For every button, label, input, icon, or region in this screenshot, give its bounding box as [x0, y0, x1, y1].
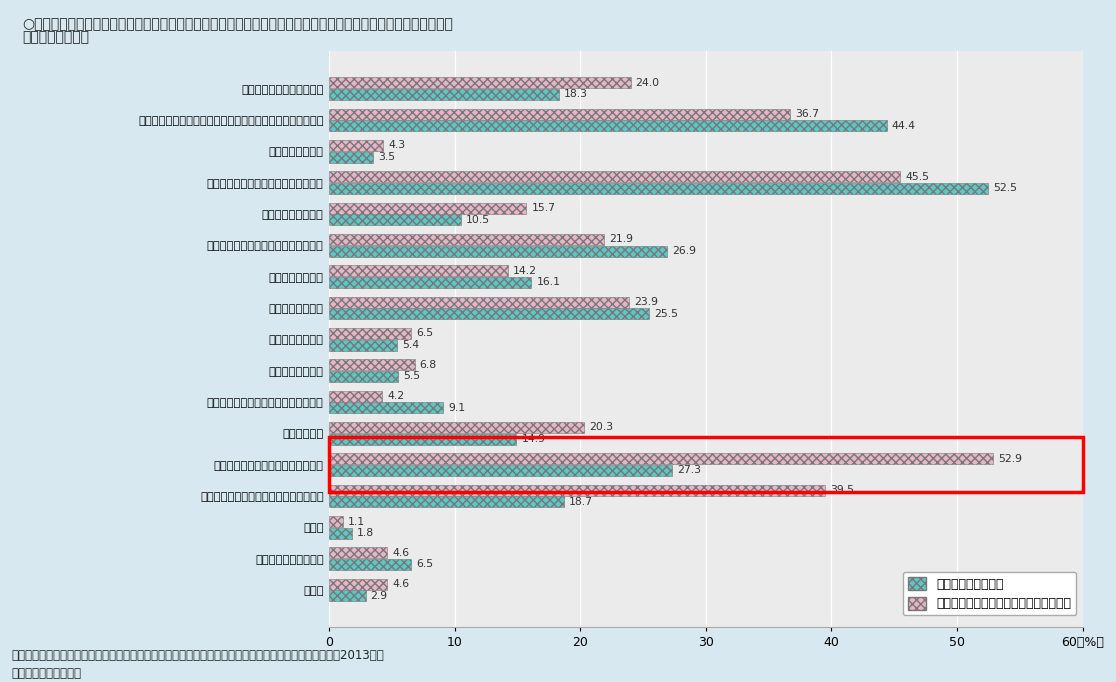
- Bar: [329, 246, 667, 256]
- Legend: 自社の競争力の源泉, 競争力を更に高めるため強化すべきもの: 自社の競争力の源泉, 競争力を更に高めるため強化すべきもの: [903, 572, 1076, 615]
- Text: 5.4: 5.4: [402, 340, 420, 350]
- Bar: [329, 108, 790, 119]
- Text: 26.9: 26.9: [672, 246, 696, 256]
- Text: 23.9: 23.9: [634, 297, 658, 307]
- Text: 5.5: 5.5: [403, 372, 421, 381]
- Bar: [329, 371, 398, 382]
- Text: 6.8: 6.8: [420, 360, 436, 370]
- Text: 52.5: 52.5: [993, 183, 1018, 194]
- Bar: [329, 591, 366, 602]
- Text: 45.5: 45.5: [905, 172, 930, 182]
- Text: 4.3: 4.3: [388, 140, 405, 151]
- Bar: [329, 297, 629, 308]
- Bar: [329, 422, 584, 433]
- Bar: [329, 496, 564, 507]
- Text: 資料出所　（独）労働政策研究・研修機構「構造変化の中での企業経営と人材のあり方に関する調査」（2013年）: 資料出所 （独）労働政策研究・研修機構「構造変化の中での企業経営と人材のあり方に…: [11, 649, 384, 662]
- Text: 1.1: 1.1: [348, 516, 365, 527]
- Bar: [329, 485, 825, 496]
- Bar: [329, 183, 989, 194]
- Bar: [329, 434, 517, 445]
- Bar: [329, 328, 411, 339]
- Text: 15.7: 15.7: [531, 203, 556, 213]
- Bar: [329, 359, 414, 370]
- Text: 4.6: 4.6: [392, 548, 410, 558]
- Bar: [329, 579, 387, 590]
- Text: 3.5: 3.5: [378, 152, 395, 162]
- Text: 14.2: 14.2: [512, 266, 537, 276]
- Bar: [329, 340, 397, 351]
- Text: 18.7: 18.7: [569, 496, 593, 507]
- Text: 6.5: 6.5: [416, 329, 433, 338]
- Text: 9.1: 9.1: [449, 403, 465, 413]
- Text: 16.1: 16.1: [537, 278, 560, 287]
- Text: 14.9: 14.9: [521, 434, 546, 444]
- Bar: [329, 171, 901, 182]
- Text: 20.3: 20.3: [589, 423, 613, 432]
- Bar: [329, 151, 373, 162]
- Text: なっている。: なっている。: [22, 31, 89, 45]
- Bar: [329, 214, 461, 225]
- Bar: [329, 391, 382, 402]
- Bar: [329, 437, 1083, 492]
- Text: 2.9: 2.9: [371, 591, 387, 601]
- Bar: [329, 265, 508, 276]
- Bar: [329, 308, 650, 319]
- Bar: [329, 402, 443, 413]
- Text: （注）　複数回答。: （注） 複数回答。: [11, 667, 81, 680]
- Text: 1.8: 1.8: [357, 528, 374, 538]
- Bar: [329, 77, 631, 88]
- Bar: [329, 140, 383, 151]
- Text: 36.7: 36.7: [795, 109, 819, 119]
- Bar: [329, 120, 886, 131]
- Text: 6.5: 6.5: [416, 559, 433, 569]
- Text: 52.9: 52.9: [999, 454, 1022, 464]
- Bar: [329, 516, 343, 527]
- Bar: [329, 548, 387, 559]
- Text: 44.4: 44.4: [892, 121, 916, 131]
- Text: ○　競争力を更に高めるため、今後強化すべき事項としては、「人材の能力・資質を高める育成体系」が最も高く: ○ 競争力を更に高めるため、今後強化すべき事項としては、「人材の能力・資質を高め…: [22, 17, 453, 31]
- Text: 24.0: 24.0: [635, 78, 660, 88]
- Text: 21.9: 21.9: [609, 235, 633, 245]
- Bar: [329, 559, 411, 570]
- Text: 18.3: 18.3: [564, 89, 588, 100]
- Text: 27.3: 27.3: [677, 465, 701, 475]
- Bar: [329, 89, 559, 100]
- Bar: [329, 277, 531, 288]
- Bar: [329, 465, 672, 476]
- Bar: [329, 203, 527, 213]
- Text: 4.2: 4.2: [387, 391, 404, 401]
- Text: 39.5: 39.5: [830, 485, 854, 495]
- Text: 10.5: 10.5: [466, 215, 490, 225]
- Bar: [329, 454, 993, 464]
- Bar: [329, 528, 352, 539]
- Text: 4.6: 4.6: [392, 579, 410, 589]
- Bar: [329, 234, 604, 245]
- Text: 25.5: 25.5: [654, 309, 679, 318]
